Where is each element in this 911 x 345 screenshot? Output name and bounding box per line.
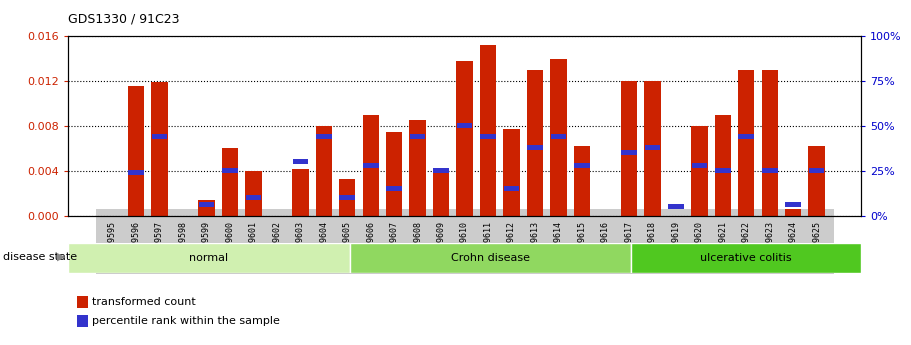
- Bar: [762, 168, 777, 173]
- Bar: [409, 120, 425, 216]
- Bar: [550, 59, 567, 216]
- Bar: [246, 195, 261, 200]
- Bar: [808, 146, 824, 216]
- Bar: [714, 115, 731, 216]
- Text: transformed count: transformed count: [93, 297, 196, 307]
- Text: GDS1330 / 91C23: GDS1330 / 91C23: [68, 12, 179, 25]
- Bar: [574, 163, 589, 168]
- Bar: [292, 169, 309, 216]
- Bar: [504, 186, 519, 191]
- Bar: [738, 70, 754, 216]
- Bar: [292, 159, 308, 164]
- Bar: [77, 296, 88, 308]
- Bar: [785, 202, 801, 207]
- Bar: [574, 146, 590, 216]
- Bar: [621, 150, 637, 155]
- Bar: [316, 134, 332, 139]
- Bar: [645, 145, 660, 150]
- Text: ▶: ▶: [56, 252, 65, 262]
- Bar: [456, 61, 473, 216]
- Bar: [315, 126, 332, 216]
- Bar: [644, 81, 660, 216]
- Bar: [433, 169, 449, 216]
- Bar: [527, 145, 543, 150]
- Bar: [410, 134, 425, 139]
- Bar: [620, 81, 637, 216]
- Bar: [785, 209, 802, 216]
- Bar: [480, 134, 496, 139]
- Bar: [504, 129, 520, 216]
- Bar: [386, 186, 402, 191]
- Bar: [339, 179, 355, 216]
- Bar: [434, 168, 449, 173]
- Bar: [668, 204, 683, 209]
- Bar: [221, 148, 238, 216]
- Bar: [77, 315, 88, 327]
- Bar: [199, 202, 214, 207]
- Bar: [222, 168, 238, 173]
- Bar: [199, 200, 215, 216]
- Bar: [456, 124, 473, 128]
- Text: Crohn disease: Crohn disease: [451, 253, 529, 263]
- Bar: [739, 134, 754, 139]
- Text: normal: normal: [189, 253, 229, 263]
- Bar: [762, 70, 778, 216]
- Bar: [480, 45, 496, 216]
- Bar: [691, 163, 707, 168]
- Text: ulcerative colitis: ulcerative colitis: [700, 253, 792, 263]
- Bar: [809, 168, 824, 173]
- Bar: [245, 171, 261, 216]
- Bar: [128, 86, 144, 216]
- Bar: [550, 134, 567, 139]
- Text: percentile rank within the sample: percentile rank within the sample: [93, 316, 281, 326]
- Bar: [691, 126, 708, 216]
- FancyBboxPatch shape: [350, 243, 630, 273]
- Bar: [128, 170, 144, 175]
- Bar: [151, 82, 168, 216]
- Bar: [527, 70, 543, 216]
- Bar: [363, 115, 379, 216]
- Bar: [340, 195, 355, 200]
- FancyBboxPatch shape: [630, 243, 861, 273]
- Bar: [152, 134, 168, 139]
- FancyBboxPatch shape: [68, 243, 350, 273]
- Bar: [386, 131, 403, 216]
- Text: disease state: disease state: [3, 252, 77, 262]
- Bar: [715, 168, 731, 173]
- Bar: [363, 163, 379, 168]
